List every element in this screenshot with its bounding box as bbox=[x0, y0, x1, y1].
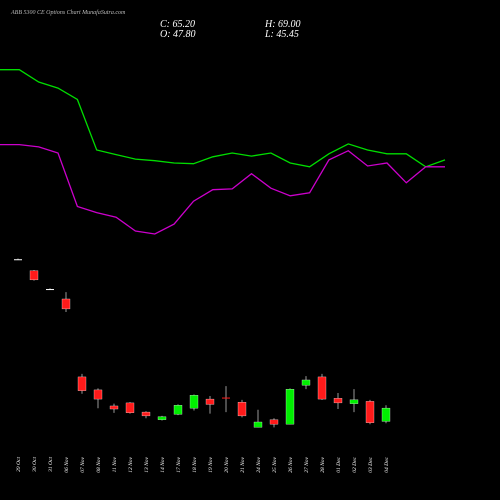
candle-body bbox=[365, 401, 375, 423]
x-tick-label: 28 Nov bbox=[320, 456, 326, 472]
close-text: C: 65.20 bbox=[160, 19, 195, 30]
candle-body bbox=[237, 401, 247, 417]
open-text: O: 47.80 bbox=[160, 29, 196, 40]
candle-body bbox=[29, 270, 39, 281]
candle-body bbox=[269, 419, 279, 425]
x-tick-label: 17 Nov bbox=[176, 456, 182, 472]
x-tick-label: 24 Nov bbox=[255, 456, 262, 472]
candle-body bbox=[222, 397, 230, 399]
x-tick-label: 14 Nov bbox=[159, 456, 166, 472]
x-tick-label: 21 Nov bbox=[240, 456, 246, 472]
candle-body bbox=[61, 298, 71, 310]
x-tick-label: 26 Nov bbox=[288, 456, 294, 472]
candle-body bbox=[77, 376, 87, 391]
x-tick-label: 07 Nov bbox=[80, 456, 86, 472]
high-text: H: 69.00 bbox=[264, 19, 301, 30]
x-tick-label: 31 Oct bbox=[48, 457, 54, 473]
x-tick-label: 29 Oct bbox=[16, 457, 22, 472]
candle-body bbox=[301, 379, 311, 386]
x-tick-label: 04 Dec bbox=[383, 456, 390, 472]
candle-body bbox=[157, 416, 167, 420]
indicator-line bbox=[0, 69, 446, 168]
x-tick-label: 30 Oct bbox=[32, 457, 38, 473]
x-tick-label: 02 Dec bbox=[352, 456, 358, 472]
candle-body bbox=[109, 405, 119, 410]
low-text: L: 45.45 bbox=[264, 29, 299, 40]
candle-body bbox=[349, 399, 359, 404]
candle-body bbox=[285, 389, 295, 425]
candle-body bbox=[317, 376, 327, 400]
x-tick-label: 08 Nov bbox=[96, 456, 102, 472]
x-tick-label: 11 Nov bbox=[112, 456, 118, 472]
candle-body bbox=[141, 411, 151, 417]
candle-body bbox=[253, 421, 263, 428]
candle-body bbox=[173, 405, 183, 415]
candle-body bbox=[125, 402, 135, 413]
x-tick-label: 18 Nov bbox=[192, 456, 198, 472]
x-tick-label: 13 Nov bbox=[144, 456, 150, 472]
x-tick-label: 20 Nov bbox=[224, 456, 230, 472]
x-tick-label: 27 Nov bbox=[304, 456, 310, 472]
candle-body bbox=[189, 395, 199, 409]
candle-body bbox=[93, 389, 103, 400]
x-tick-label: 03 Dec bbox=[368, 456, 374, 472]
chart-title: ABB 5300 CE Options Chart MunafaSutra.co… bbox=[10, 9, 126, 16]
x-tick-label: 19 Nov bbox=[208, 456, 214, 472]
indicator-line bbox=[0, 143, 445, 235]
candle-body bbox=[14, 259, 22, 261]
candle-body bbox=[381, 407, 391, 422]
x-tick-label: 01 Dec bbox=[336, 456, 342, 472]
x-tick-label: 06 Nov bbox=[64, 456, 70, 472]
x-tick-label: 12 Nov bbox=[128, 456, 134, 472]
candle-body bbox=[333, 398, 343, 404]
x-tick-label: 25 Nov bbox=[272, 456, 278, 472]
candle-body bbox=[205, 398, 215, 405]
candle-body bbox=[46, 289, 54, 291]
